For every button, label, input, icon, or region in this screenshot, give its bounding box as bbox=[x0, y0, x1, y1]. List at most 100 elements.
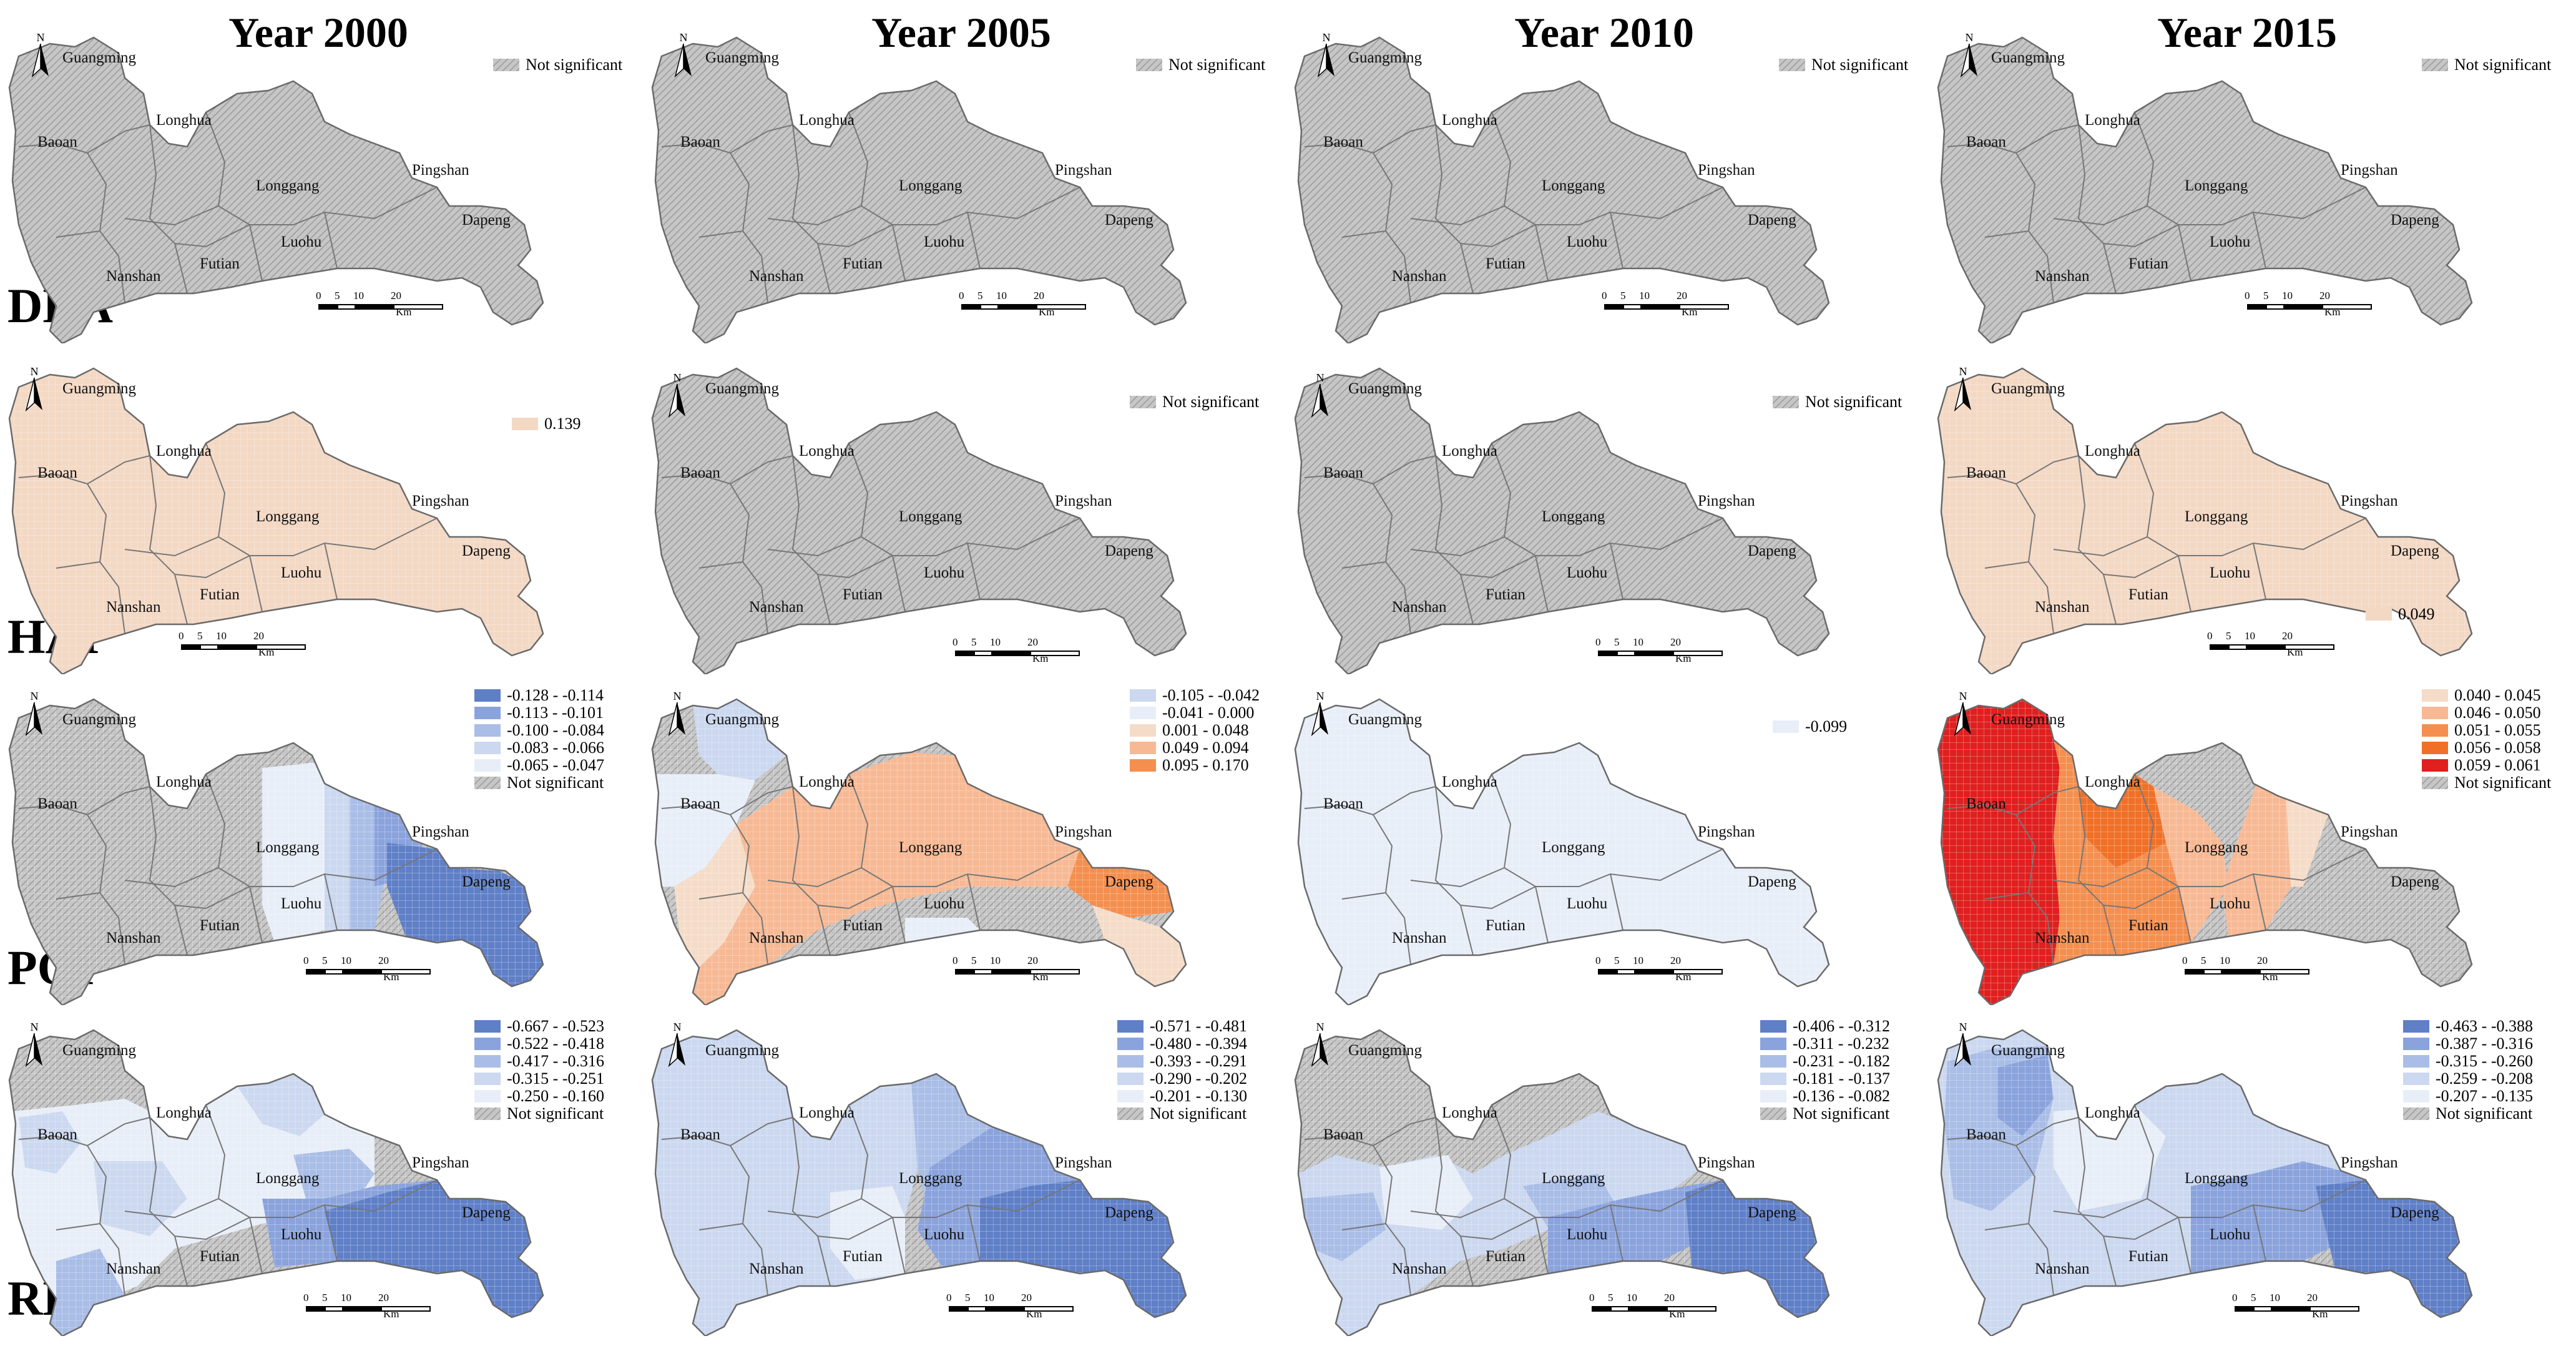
district-label-baoan: Baoan bbox=[1323, 464, 1363, 481]
district-label-luohu: Luohu bbox=[1567, 564, 1608, 581]
city-boundary bbox=[651, 1029, 1187, 1336]
district-boundary bbox=[1434, 455, 1474, 625]
district-label-longgang: Longgang bbox=[256, 508, 320, 525]
scale-tick-label: 10 bbox=[990, 955, 1001, 966]
district-label-futian: Futian bbox=[200, 255, 240, 272]
district-boundary bbox=[967, 212, 981, 269]
scale-segment bbox=[992, 651, 1030, 656]
scale-segment bbox=[1604, 304, 1623, 310]
district-label-longhua: Longhua bbox=[799, 112, 855, 129]
scale-segment bbox=[325, 1306, 343, 1312]
district-boundary bbox=[2077, 1117, 2117, 1287]
city-boundary bbox=[651, 367, 1187, 674]
legend-swatch bbox=[1773, 720, 1799, 733]
district-label-baoan: Baoan bbox=[1323, 134, 1363, 150]
district-label-pingshan: Pingshan bbox=[1055, 1154, 1112, 1171]
district-boundary bbox=[1341, 230, 1386, 238]
district-boundary bbox=[791, 124, 831, 294]
district-label-longhua: Longhua bbox=[156, 443, 212, 459]
legend-swatch bbox=[474, 724, 501, 737]
district-label-pingshan: Pingshan bbox=[1055, 823, 1112, 840]
scale-tick-label: 0 bbox=[953, 955, 958, 966]
legend-swatch bbox=[512, 418, 538, 430]
district-boundary bbox=[791, 455, 831, 625]
district-label-futian: Futian bbox=[2128, 1248, 2168, 1265]
district-boundary bbox=[124, 205, 219, 226]
legend-swatch bbox=[474, 1108, 501, 1120]
district-label-longhua: Longhua bbox=[156, 112, 212, 129]
north-label: N bbox=[1959, 690, 1967, 702]
district-boundary bbox=[2077, 455, 2117, 625]
scale-tick-label: 5 bbox=[2226, 630, 2231, 642]
district-label-dapeng: Dapeng bbox=[1105, 212, 1153, 228]
district-label-dapeng: Dapeng bbox=[1748, 212, 1796, 228]
district-label-guangming: Guangming bbox=[1991, 49, 2065, 66]
scale-bar: 0 5 10 20 Km bbox=[953, 955, 1117, 983]
scale-tick-label: 0 bbox=[946, 1292, 952, 1304]
district-label-baoan: Baoan bbox=[680, 464, 720, 481]
scale-segment bbox=[2203, 969, 2222, 975]
legend-label: -0.083 - -0.066 bbox=[507, 739, 604, 757]
district-label-longgang: Longgang bbox=[2185, 839, 2248, 856]
legend-label: Not significant bbox=[526, 56, 623, 74]
legend-label: -0.099 bbox=[1805, 717, 1848, 735]
scale-segment bbox=[2285, 644, 2334, 650]
district-boundary bbox=[2077, 786, 2117, 956]
district-label-nanshan: Nanshan bbox=[106, 1260, 161, 1277]
legend-swatch bbox=[474, 777, 501, 789]
shenzhen-map: Guangming Baoan Longhua Longgang Pingshan Dap… bbox=[1294, 698, 1830, 1005]
district-label-guangming: Guangming bbox=[1991, 380, 2065, 397]
scale-unit: Km bbox=[1032, 971, 1049, 983]
map-panel-dda-2005: Guangming Baoan Longhua Longgang Pingshan Dap… bbox=[643, 19, 1280, 343]
district-boundary bbox=[1535, 518, 1723, 556]
not-significant-area bbox=[1295, 37, 1829, 343]
district-label-guangming: Guangming bbox=[1348, 1042, 1423, 1059]
scale-bar: 0 5 10 20 Km bbox=[179, 630, 343, 658]
scale-unit: Km bbox=[1675, 971, 1692, 983]
district-label-futian: Futian bbox=[1486, 255, 1526, 272]
district-boundary bbox=[124, 867, 219, 888]
district-label-luohu: Luohu bbox=[2210, 564, 2251, 581]
district-label-longgang: Longgang bbox=[1542, 177, 1605, 194]
scale-tick-label: 5 bbox=[1608, 1292, 1614, 1304]
shenzhen-map: Guangming Baoan Longhua Longgang Pingshan Dap… bbox=[1937, 36, 2473, 343]
legend-swatch bbox=[1117, 1020, 1144, 1033]
legend-label: -0.207 - -0.135 bbox=[2436, 1087, 2533, 1105]
district-boundary bbox=[56, 230, 100, 238]
legend-swatch bbox=[474, 707, 501, 719]
legend-swatch bbox=[2366, 608, 2392, 621]
shenzhen-map: Guangming Baoan Longhua Longgang Pingshan Dap… bbox=[8, 1029, 544, 1336]
scale-bar: 0 5 10 20 Km bbox=[303, 1292, 468, 1320]
district-label-guangming: Guangming bbox=[705, 49, 780, 66]
district-boundary bbox=[149, 1117, 188, 1287]
district-boundary bbox=[698, 230, 743, 238]
district-label-guangming: Guangming bbox=[1991, 1042, 2065, 1059]
district-label-guangming: Guangming bbox=[705, 380, 780, 397]
shenzhen-map: Guangming Baoan Longhua Longgang Pingshan Dap… bbox=[651, 367, 1187, 674]
district-label-dapeng: Dapeng bbox=[1748, 1204, 1796, 1221]
legend-swatch bbox=[2422, 724, 2448, 737]
map-panel-dda-2015: Guangming Baoan Longhua Longgang Pingshan Dap… bbox=[1929, 19, 2565, 343]
legend-swatch bbox=[474, 742, 501, 754]
legend-swatch bbox=[1760, 1090, 1786, 1103]
district-boundary bbox=[1341, 892, 1386, 900]
scale-tick-label: 0 bbox=[2245, 290, 2250, 302]
scale-tick-label: 10 bbox=[216, 630, 227, 642]
city-boundary bbox=[8, 36, 544, 343]
legend-swatch bbox=[2403, 1020, 2429, 1033]
district-label-longgang: Longgang bbox=[1542, 508, 1605, 525]
shenzhen-map: Guangming Baoan Longhua Longgang Pingshan Dap… bbox=[8, 367, 544, 674]
district-boundary bbox=[698, 892, 743, 900]
district-label-nanshan: Nanshan bbox=[1392, 268, 1447, 285]
column-title-2015: Year 2015 bbox=[2157, 9, 2337, 56]
district-label-dapeng: Dapeng bbox=[1748, 543, 1796, 559]
city-boundary bbox=[651, 698, 1187, 1005]
district-boundary bbox=[767, 1198, 862, 1219]
scale-tick-label: 5 bbox=[1620, 290, 1626, 302]
scale-segment bbox=[1024, 1306, 1074, 1312]
scale-bar: 0 5 10 20 Km bbox=[1595, 637, 1760, 664]
district-label-dapeng: Dapeng bbox=[462, 212, 511, 228]
district-boundary bbox=[324, 212, 338, 269]
legend-label: Not significant bbox=[1805, 393, 1903, 411]
shenzhen-map: Guangming Baoan Longhua Longgang Pingshan Dap… bbox=[1937, 1029, 2473, 1336]
